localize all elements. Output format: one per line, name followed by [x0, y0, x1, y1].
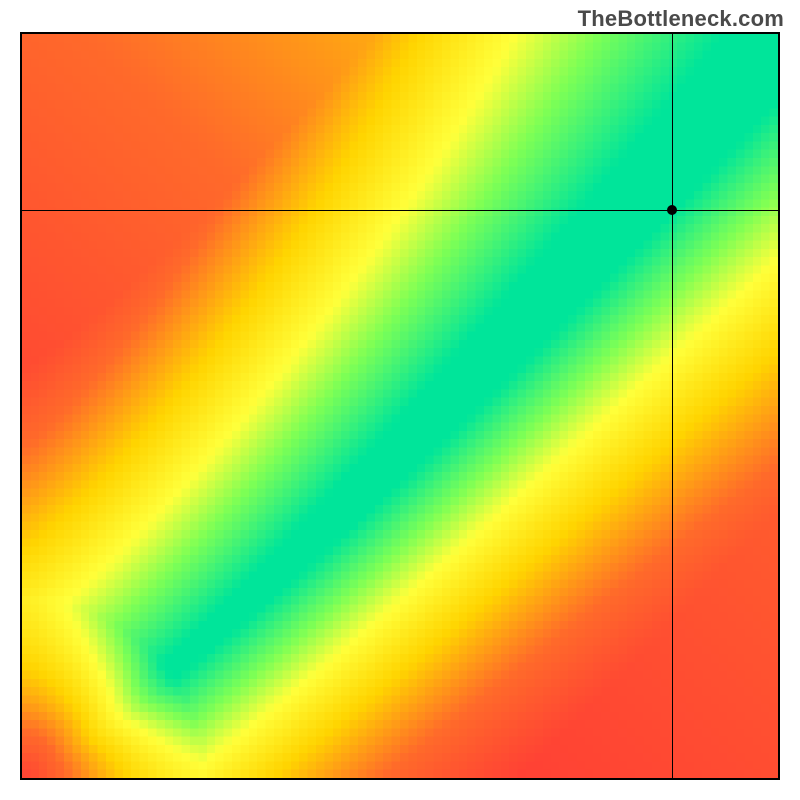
- watermark-text: TheBottleneck.com: [578, 6, 784, 32]
- crosshair-marker: [667, 205, 677, 215]
- crosshair-vertical: [672, 34, 673, 778]
- plot-area: [20, 32, 780, 780]
- crosshair-horizontal: [22, 210, 778, 211]
- chart-container: TheBottleneck.com: [0, 0, 800, 800]
- heatmap-canvas: [22, 34, 778, 778]
